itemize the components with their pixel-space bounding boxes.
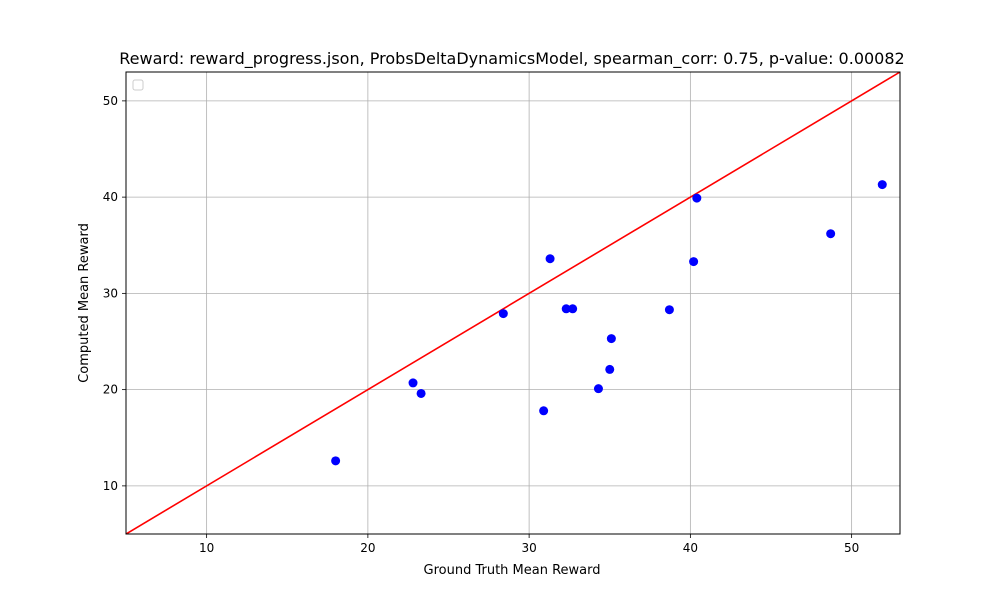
- data-point: [498, 309, 508, 319]
- y-tick-label: 40: [103, 190, 118, 204]
- data-point: [877, 180, 887, 190]
- data-point: [606, 334, 616, 344]
- points-layer: [331, 180, 887, 466]
- data-point: [826, 229, 836, 239]
- legend-box: [132, 79, 144, 91]
- x-tick-label: 20: [360, 541, 375, 555]
- data-point: [408, 378, 418, 388]
- y-tick-label: 20: [103, 383, 118, 397]
- data-point: [331, 456, 341, 466]
- data-point: [605, 364, 615, 374]
- y-tick-label: 50: [103, 94, 118, 108]
- y-tick-label: 30: [103, 286, 118, 300]
- data-point: [568, 304, 578, 314]
- x-tick-label: 30: [521, 541, 536, 555]
- data-point: [692, 193, 702, 203]
- reference-line-layer: [125, 71, 901, 535]
- x-tick-label: 40: [683, 541, 698, 555]
- x-tick-label: 50: [844, 541, 859, 555]
- data-point: [664, 305, 674, 315]
- data-point: [689, 257, 699, 267]
- x-axis-label: Ground Truth Mean Reward: [424, 563, 601, 578]
- data-point: [539, 406, 549, 416]
- grid: [126, 72, 900, 534]
- data-point: [561, 304, 571, 314]
- y-tick-label: 10: [103, 479, 118, 493]
- chart-title: Reward: reward_progress.json, ProbsDelta…: [119, 49, 904, 69]
- y-axis-label: Computed Mean Reward: [77, 223, 92, 383]
- ticks: 10 20 30 40 50 10 20 30 40 50: [103, 94, 860, 555]
- data-point: [593, 384, 603, 394]
- x-tick-label: 10: [199, 541, 214, 555]
- identity-line: [125, 71, 901, 535]
- data-point: [545, 254, 555, 264]
- data-point: [416, 388, 426, 398]
- plot-frame: [125, 71, 901, 535]
